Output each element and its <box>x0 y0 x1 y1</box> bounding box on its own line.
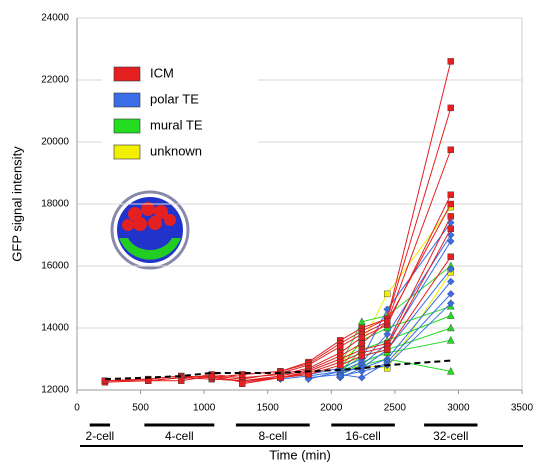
marker <box>448 201 454 207</box>
marker <box>337 362 343 368</box>
legend-swatch <box>114 145 140 159</box>
legend-label: ICM <box>150 65 174 80</box>
legend-label: mural TE <box>150 117 203 132</box>
marker <box>384 347 390 353</box>
legend-swatch <box>114 119 140 133</box>
y-tick-label: 20000 <box>41 137 69 148</box>
marker <box>448 147 454 153</box>
stage-label: 32-cell <box>433 429 468 443</box>
marker <box>359 353 365 359</box>
data-line <box>280 235 450 379</box>
y-tick-label: 18000 <box>41 199 69 210</box>
marker <box>447 219 454 226</box>
x-tick-label: 3500 <box>511 403 534 414</box>
marker <box>448 192 454 198</box>
stage-label: 16-cell <box>345 429 380 443</box>
marker <box>448 254 454 260</box>
marker <box>384 319 390 325</box>
marker <box>359 341 365 347</box>
marker <box>447 336 454 343</box>
x-tick-label: 2500 <box>384 403 407 414</box>
marker <box>448 58 454 64</box>
x-tick-label: 3000 <box>447 403 470 414</box>
marker <box>178 378 184 384</box>
marker <box>359 334 365 340</box>
marker <box>277 375 283 381</box>
x-tick-label: 1500 <box>257 403 280 414</box>
y-tick-label: 24000 <box>41 13 69 24</box>
legend-swatch <box>114 67 140 81</box>
stage-label: 4-cell <box>165 429 194 443</box>
marker <box>337 344 343 350</box>
marker <box>384 291 390 297</box>
y-tick-label: 14000 <box>41 323 69 334</box>
legend-label: polar TE <box>150 91 199 106</box>
legend-label: unknown <box>150 143 202 158</box>
marker <box>448 226 454 232</box>
x-tick-label: 500 <box>132 403 149 414</box>
x-tick-label: 2000 <box>320 403 343 414</box>
x-tick-label: 1000 <box>193 403 216 414</box>
stage-label: 8-cell <box>258 429 287 443</box>
x-tick-label: 0 <box>74 403 80 414</box>
legend-swatch <box>114 93 140 107</box>
marker <box>447 312 454 319</box>
chart: GFP signal intensity Time (min) 12000 140… <box>0 0 540 464</box>
embryo-icon <box>112 192 188 268</box>
y-tick-label: 12000 <box>41 385 69 396</box>
data-line <box>181 195 451 379</box>
stage-label: 2-cell <box>86 429 115 443</box>
y-tick-label: 16000 <box>41 261 69 272</box>
y-axis-title: GFP signal intensity <box>9 146 24 262</box>
marker <box>448 105 454 111</box>
marker <box>239 381 245 387</box>
x-axis-title: Time (min) <box>269 447 331 462</box>
marker <box>448 213 454 219</box>
data-line <box>148 150 451 381</box>
y-tick-label: 22000 <box>41 75 69 86</box>
